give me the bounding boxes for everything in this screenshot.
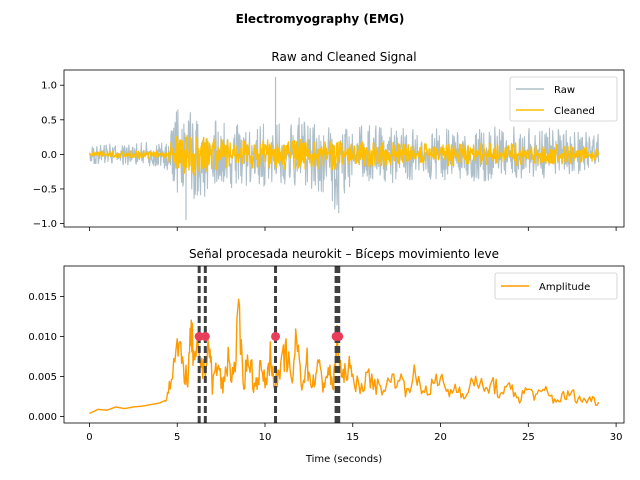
top-legend: Raw Cleaned: [509, 76, 618, 122]
top-y-ticks: −1.0 −0.5 0.0 0.5 1.0: [33, 81, 64, 230]
top-panel-title: Raw and Cleaned Signal: [271, 50, 416, 64]
bottom-plot-area: [89, 266, 600, 423]
y-tick-label: 0.5: [41, 115, 57, 126]
bottom-axes-frame: [63, 265, 625, 424]
y-tick-label: 0.005: [28, 372, 57, 383]
legend-raw-label: Raw: [554, 85, 575, 96]
x-tick-label: 10: [259, 432, 272, 443]
legend-cleaned-label: Cleaned: [554, 106, 595, 117]
x-tick-label: 30: [610, 432, 623, 443]
bottom-legend-box: [494, 272, 618, 300]
y-tick-label: 0.000: [28, 412, 57, 423]
x-tick-label: 25: [522, 432, 535, 443]
legend-amplitude-label: Amplitude: [539, 282, 590, 293]
top-panel: Raw and Cleaned Signal −1.0 −0.5 0.0 0.5 1.0…: [33, 50, 625, 231]
x-tick-label: 0: [86, 432, 92, 443]
onset-marker: [271, 331, 281, 341]
y-tick-label: 0.0: [41, 150, 57, 161]
series-line-amplitude: [89, 298, 600, 415]
top-x-ticks: [89, 227, 617, 231]
y-tick-label: 1.0: [41, 81, 57, 92]
y-tick-label: −0.5: [33, 184, 57, 195]
onset-marker: [334, 331, 344, 341]
y-tick-label: 0.010: [28, 332, 57, 343]
figure-suptitle: Electromyography (EMG): [236, 12, 405, 26]
bottom-panel: Señal procesada neurokit – Bíceps movimi…: [28, 247, 625, 465]
y-tick-label: −1.0: [33, 219, 57, 230]
bottom-panel-title: Señal procesada neurokit – Bíceps movimi…: [189, 247, 499, 261]
x-tick-label: 5: [174, 432, 180, 443]
bottom-x-axis-label: Time (seconds): [305, 454, 382, 465]
x-tick-label: 15: [346, 432, 359, 443]
series-line-cleaned: [88, 134, 600, 177]
top-plot-area: [88, 76, 600, 221]
top-axes-frame: [63, 69, 625, 228]
onset-marker: [200, 331, 210, 341]
y-tick-label: 0.015: [28, 292, 57, 303]
bottom-x-ticks: 0 5 10 15 20 25 30: [86, 423, 622, 443]
x-tick-label: 20: [434, 432, 447, 443]
bottom-y-ticks: 0.000 0.005 0.010 0.015: [28, 292, 64, 423]
bottom-legend: Amplitude: [494, 272, 618, 300]
series-line-raw: [88, 109, 600, 210]
